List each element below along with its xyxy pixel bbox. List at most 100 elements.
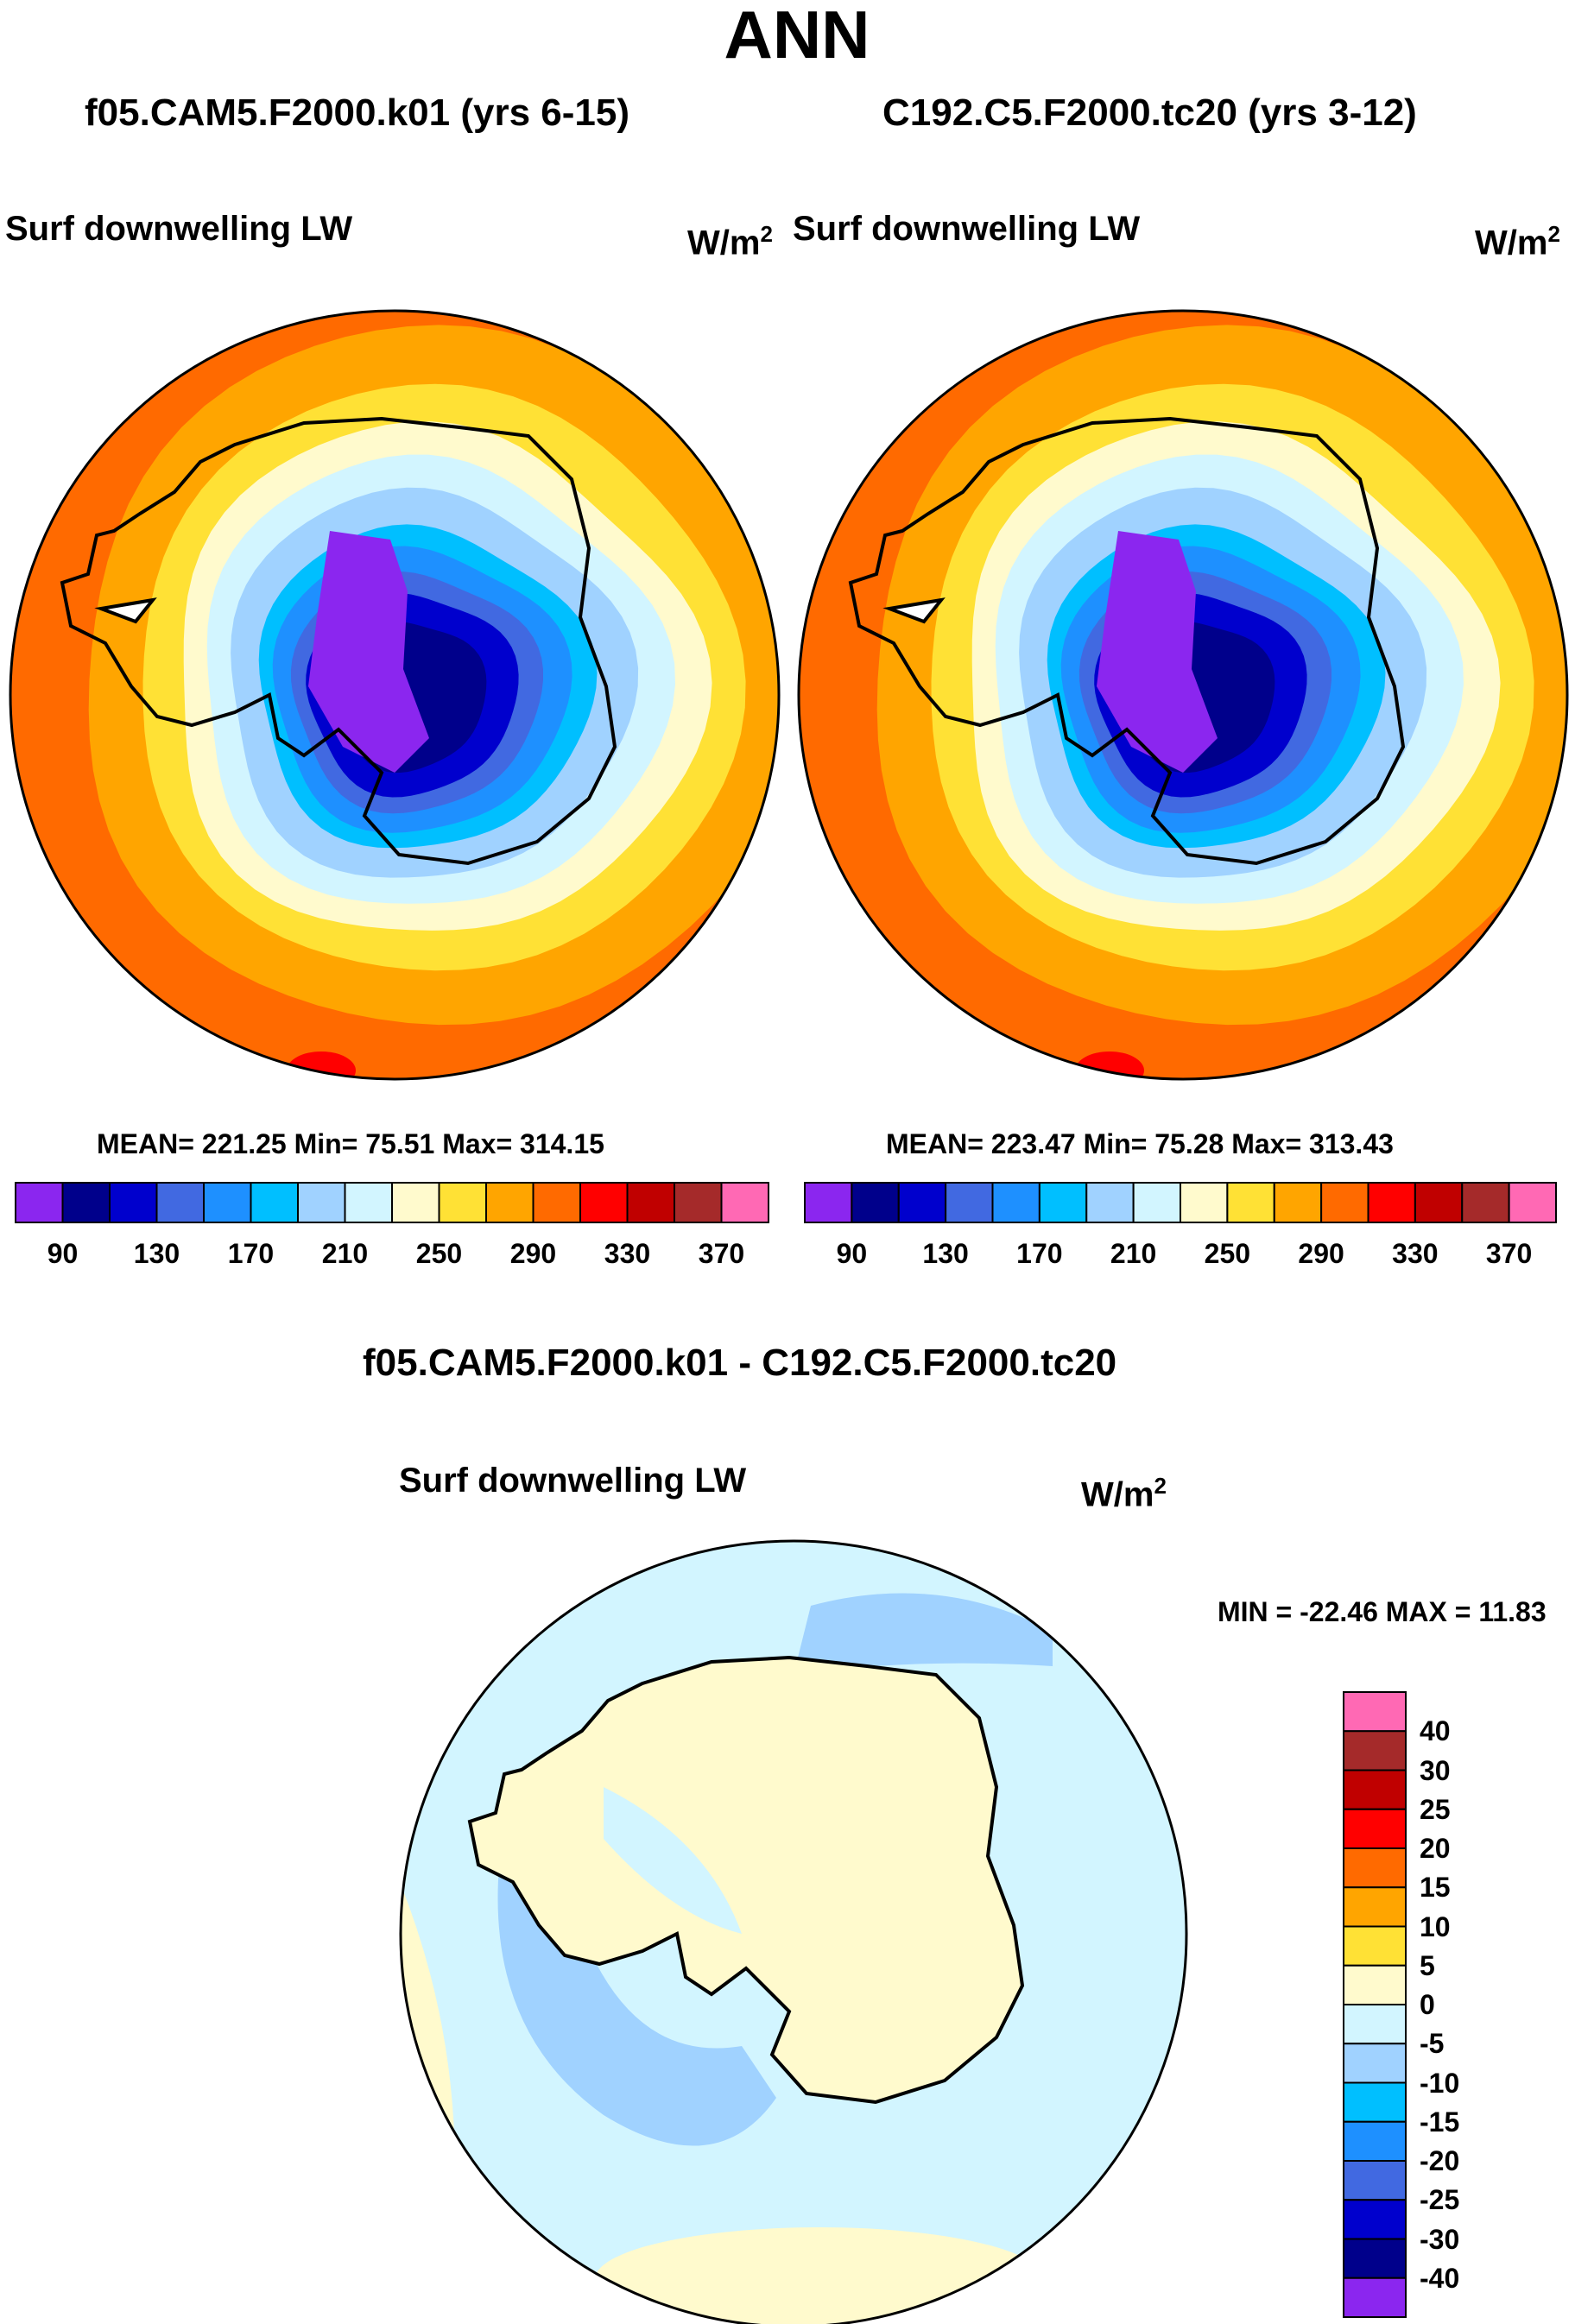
diff-colorbar-tick-30: 30: [1420, 1754, 1451, 1786]
panel1-colorbar-swatch-14: [674, 1182, 723, 1223]
diff-colorbar-tick-40: 40: [1420, 1715, 1451, 1747]
panel2-stats: MEAN= 223.47 Min= 75.28 Max= 313.43: [886, 1128, 1394, 1159]
diff-colorbar-tick--20: -20: [1420, 2145, 1460, 2176]
antarctica-coastline: [467, 1655, 1025, 2105]
panel1-colorbar-swatch-6: [297, 1182, 346, 1223]
panel2-colorbar-swatch-15: [1508, 1182, 1557, 1223]
panel2-title: C192.C5.F2000.tc20 (yrs 3-12): [882, 92, 1417, 134]
panel1-units-sup: 2: [760, 221, 773, 247]
panel2-colorbar-swatch-4: [991, 1182, 1041, 1223]
panel2-colorbar-swatch-1: [851, 1182, 900, 1223]
panel1-colorbar-tick-330: 330: [604, 1238, 651, 1269]
panel2-colorbar-tick-330: 330: [1392, 1238, 1439, 1269]
panel1-colorbar-swatch-2: [109, 1182, 158, 1223]
panel1-colorbar-swatch-15: [720, 1182, 769, 1223]
panel2-colorbar-swatch-7: [1132, 1182, 1181, 1223]
panel2-colorbar-tick-130: 130: [922, 1238, 969, 1269]
diff-colorbar-swatch-2: [1343, 1769, 1407, 1810]
diff-colorbar-tick--25: -25: [1420, 2184, 1460, 2216]
panel2-colorbar-tick-210: 210: [1110, 1238, 1157, 1269]
diff-units-text: W/m: [1081, 1475, 1154, 1514]
panel1-colorbar-tick-90: 90: [47, 1238, 79, 1269]
main-title: ANN: [724, 0, 870, 73]
diff-colorbar-tick--15: -15: [1420, 2106, 1460, 2138]
diff-units: W/m2: [1081, 1466, 1167, 1514]
panel1-colorbar-swatch-0: [15, 1182, 64, 1223]
diff-colorbar-tick-0: 0: [1420, 1989, 1435, 2020]
panel2-colorbar-swatch-9: [1226, 1182, 1275, 1223]
diff-colorbar-swatch-12: [1343, 2160, 1407, 2201]
panel2-colorbar-swatch-13: [1414, 1182, 1464, 1223]
diff-variable: Surf downwelling LW: [399, 1462, 747, 1500]
diff-colorbar-swatch-9: [1343, 2043, 1407, 2084]
antarctica-coastline: [848, 416, 1406, 866]
panel2-colorbar-swatch-5: [1038, 1182, 1088, 1223]
panel1-colorbar-tick-290: 290: [509, 1238, 557, 1269]
max-spot: [287, 1051, 356, 1080]
panel1-colorbar-swatch-5: [250, 1182, 299, 1223]
panel1-map: [9, 310, 780, 1080]
diff-colorbar-tick-25: 25: [1420, 1793, 1451, 1825]
panel1-colorbar-tick-370: 370: [698, 1238, 745, 1269]
negative-area-north: [794, 1593, 1053, 1675]
panel2-colorbar-swatch-0: [804, 1182, 853, 1223]
diff-colorbar-tick--10: -10: [1420, 2067, 1460, 2099]
diff-colorbar-swatch-10: [1343, 2081, 1407, 2123]
diff-colorbar-tick--40: -40: [1420, 2262, 1460, 2294]
panel2-units-sup: 2: [1547, 221, 1560, 247]
diff-colorbar-swatch-15: [1343, 2277, 1407, 2318]
diff-title: f05.CAM5.F2000.k01 - C192.C5.F2000.tc20: [363, 1342, 1117, 1384]
diff-colorbar-swatch-0: [1343, 1691, 1407, 1733]
panel2-units: W/m2: [1475, 214, 1560, 262]
ice-shelf: [94, 597, 157, 624]
diff-colorbar-tick-5: 5: [1420, 1949, 1435, 1981]
panel1-colorbar-tick-250: 250: [415, 1238, 463, 1269]
panel2-colorbar-swatch-10: [1273, 1182, 1323, 1223]
panel1-colorbar-swatch-11: [532, 1182, 581, 1223]
diff-colorbar-swatch-1: [1343, 1730, 1407, 1771]
panel2-colorbar-tick-170: 170: [1016, 1238, 1063, 1269]
ice-shelf: [882, 597, 946, 624]
diff-units-sup: 2: [1154, 1473, 1167, 1499]
panel1-stats: MEAN= 221.25 Min= 75.51 Max= 314.15: [97, 1128, 604, 1159]
diff-colorbar-tick--5: -5: [1420, 2028, 1445, 2060]
diff-colorbar-swatch-6: [1343, 1925, 1407, 1967]
panel1-units: W/m2: [687, 214, 773, 262]
panel1-colorbar-tick-130: 130: [133, 1238, 180, 1269]
panel1-colorbar-tick-170: 170: [227, 1238, 275, 1269]
panel2-map: [798, 310, 1568, 1080]
panel1-title: f05.CAM5.F2000.k01 (yrs 6-15): [85, 92, 629, 134]
diff-colorbar-swatch-8: [1343, 2004, 1407, 2045]
panel1-colorbar-swatch-3: [155, 1182, 205, 1223]
panel1-colorbar-swatch-10: [485, 1182, 534, 1223]
interior-negative: [604, 1787, 742, 1934]
diff-colorbar-swatch-7: [1343, 1964, 1407, 2005]
diff-stats: MIN = -22.46 MAX = 11.83: [1218, 1596, 1547, 1627]
panel2-colorbar-tick-370: 370: [1485, 1238, 1533, 1269]
panel2-colorbar-swatch-8: [1180, 1182, 1229, 1223]
plateau-minimum: [1097, 531, 1218, 773]
panel2-colorbar-tick-90: 90: [836, 1238, 868, 1269]
diff-colorbar-tick-20: 20: [1420, 1833, 1451, 1864]
antarctica-coastline: [60, 416, 617, 866]
panel1-colorbar-swatch-9: [438, 1182, 487, 1223]
diff-colorbar-tick-15: 15: [1420, 1872, 1451, 1904]
panel1-colorbar-swatch-13: [626, 1182, 675, 1223]
diff-colorbar-tick-10: 10: [1420, 1910, 1451, 1942]
panel2-colorbar-swatch-11: [1320, 1182, 1369, 1223]
panel1-colorbar-swatch-8: [391, 1182, 440, 1223]
diff-map: [400, 1540, 1187, 2324]
panel2-colorbar-swatch-2: [897, 1182, 947, 1223]
panel2-colorbar-swatch-3: [945, 1182, 994, 1223]
panel1-colorbar-tick-210: 210: [321, 1238, 369, 1269]
panel2-units-text: W/m: [1475, 224, 1548, 262]
diff-colorbar-swatch-5: [1343, 1886, 1407, 1928]
map-border: [9, 309, 781, 1081]
panel1-variable: Surf downwelling LW: [5, 210, 353, 248]
map-border: [797, 309, 1569, 1081]
panel2-colorbar-tick-250: 250: [1204, 1238, 1251, 1269]
panel2-colorbar-tick-290: 290: [1298, 1238, 1344, 1269]
panel2-colorbar-swatch-6: [1085, 1182, 1135, 1223]
panel1-colorbar-swatch-12: [579, 1182, 629, 1223]
panel1-colorbar-swatch-7: [344, 1182, 393, 1223]
